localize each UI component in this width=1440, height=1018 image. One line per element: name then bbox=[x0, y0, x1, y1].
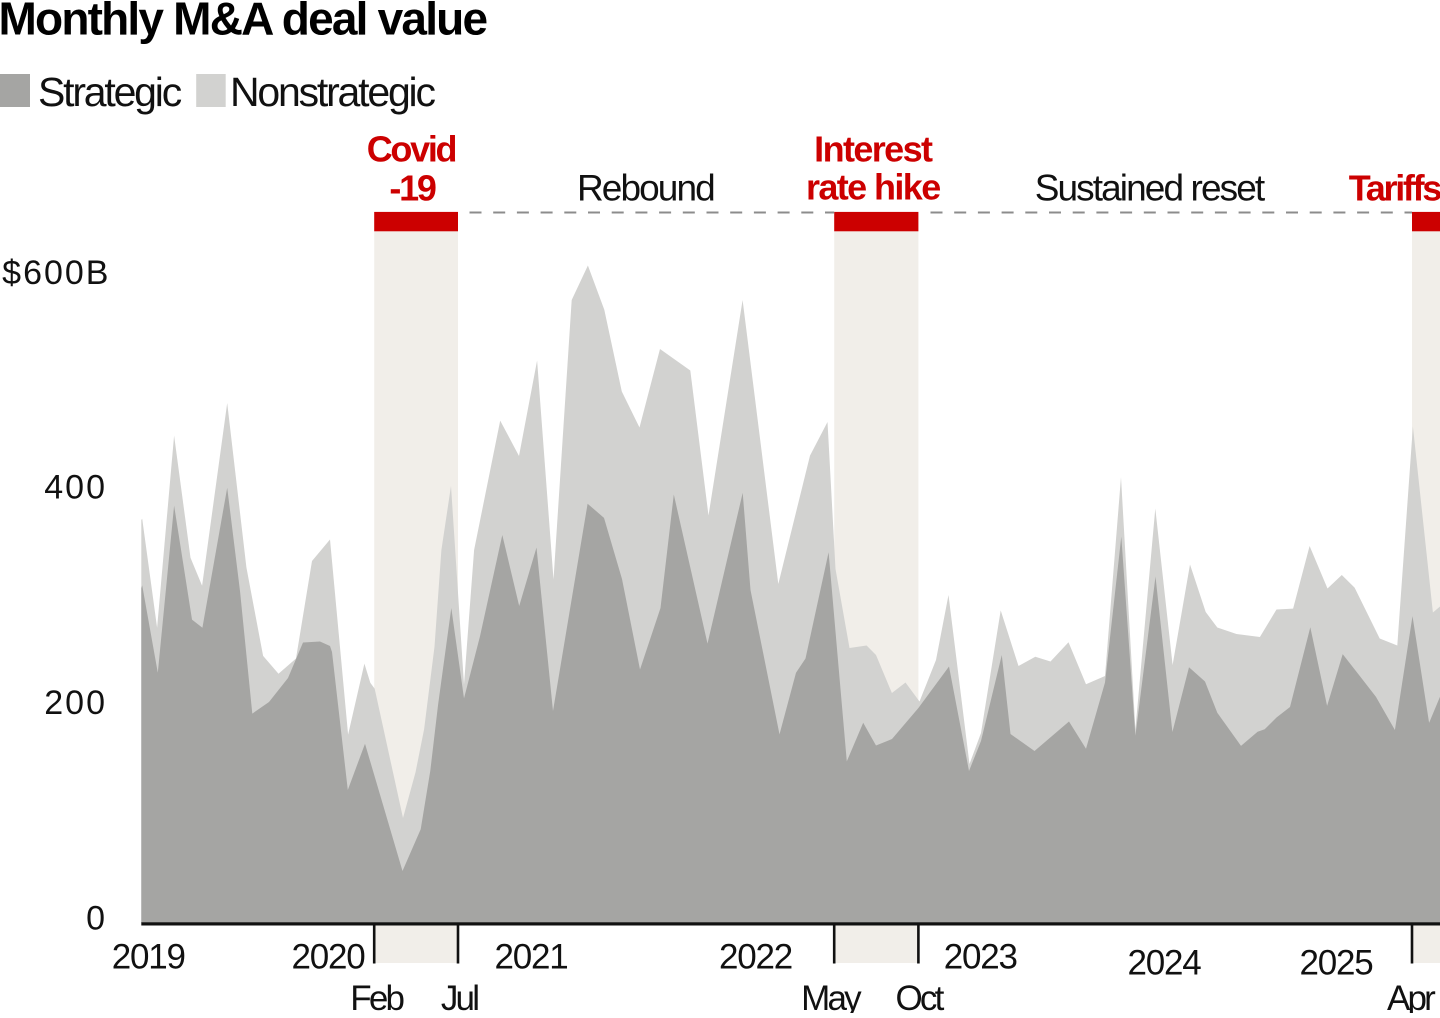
svg-text:200: 200 bbox=[44, 684, 107, 722]
svg-text:0: 0 bbox=[86, 900, 107, 938]
svg-text:Sustained reset: Sustained reset bbox=[1035, 168, 1266, 209]
svg-text:May: May bbox=[801, 979, 862, 1013]
svg-text:rate hike: rate hike bbox=[806, 167, 940, 208]
svg-text:2020: 2020 bbox=[291, 937, 365, 976]
svg-text:2024: 2024 bbox=[1127, 943, 1201, 982]
svg-text:Tariffs: Tariffs bbox=[1349, 168, 1440, 209]
svg-text:Rebound: Rebound bbox=[577, 168, 714, 209]
svg-text:Interest: Interest bbox=[814, 129, 933, 170]
svg-text:2021: 2021 bbox=[494, 937, 567, 976]
svg-text:Oct: Oct bbox=[895, 979, 944, 1013]
svg-text:2023: 2023 bbox=[944, 937, 1017, 976]
svg-text:Monthly M&A deal value: Monthly M&A deal value bbox=[0, 0, 487, 45]
svg-text:Feb: Feb bbox=[350, 979, 403, 1013]
svg-text:$600B: $600B bbox=[2, 254, 110, 292]
svg-text:2025: 2025 bbox=[1299, 943, 1372, 982]
svg-text:2019: 2019 bbox=[112, 937, 185, 976]
svg-text:Apr: Apr bbox=[1387, 979, 1436, 1013]
svg-text:Jul: Jul bbox=[441, 979, 478, 1013]
svg-text:Nonstrategic: Nonstrategic bbox=[230, 69, 435, 115]
svg-text:-19: -19 bbox=[389, 168, 435, 209]
svg-text:2022: 2022 bbox=[719, 937, 792, 976]
svg-text:Covid: Covid bbox=[367, 129, 456, 170]
svg-text:400: 400 bbox=[44, 468, 107, 506]
svg-text:Strategic: Strategic bbox=[38, 69, 182, 115]
